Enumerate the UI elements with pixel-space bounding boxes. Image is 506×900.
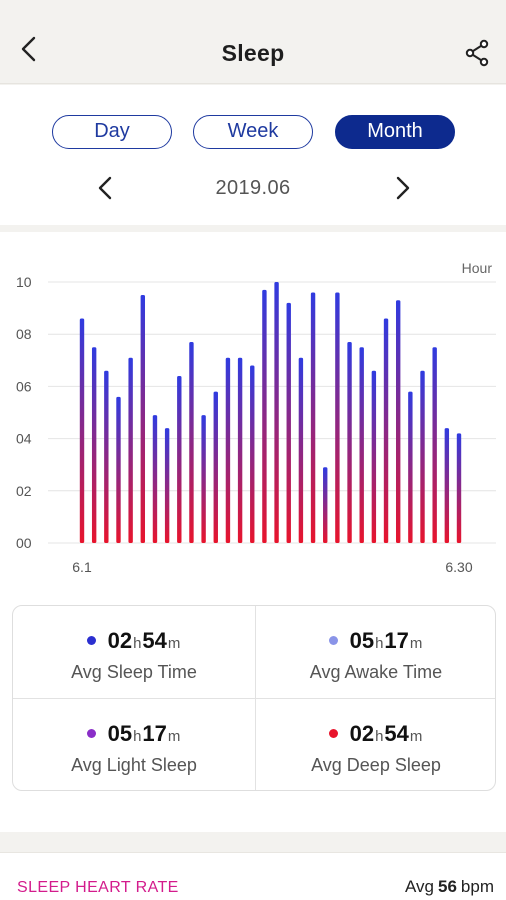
stat-label: Avg Sleep Time bbox=[71, 662, 197, 682]
y-tick-label: 06 bbox=[16, 378, 32, 394]
y-tick-label: 04 bbox=[16, 431, 32, 447]
stat-avg-light-sleep: 05h17m Avg Light Sleep bbox=[13, 699, 255, 791]
sleep-bar[interactable] bbox=[323, 467, 328, 543]
tab-week[interactable]: Week bbox=[193, 115, 313, 149]
stat-minutes: 54 bbox=[142, 628, 167, 653]
tab-day[interactable]: Day bbox=[52, 115, 172, 149]
range-selector: Day Week Month 2019.06 bbox=[0, 85, 506, 225]
sleep-bar[interactable] bbox=[140, 295, 146, 543]
stat-minutes: 54 bbox=[384, 721, 409, 746]
page-title: Sleep bbox=[221, 40, 285, 66]
sleep-bar[interactable] bbox=[371, 370, 377, 543]
prev-period-button[interactable] bbox=[93, 175, 119, 201]
chevron-left-icon[interactable] bbox=[14, 34, 44, 64]
top-bar: Sleep bbox=[0, 0, 506, 84]
y-tick-label: 00 bbox=[16, 535, 32, 551]
sleep-dot-icon bbox=[86, 636, 96, 645]
sleep-bar[interactable] bbox=[104, 370, 109, 543]
tab-month[interactable]: Month bbox=[335, 115, 455, 149]
sleep-bar[interactable] bbox=[420, 370, 425, 543]
sleep-bar-chart: 00 02 04 06 08 10 Hour 6.1 6.30 bbox=[16, 260, 496, 575]
sleep-bar[interactable] bbox=[456, 433, 462, 543]
stat-hours: 05 bbox=[107, 721, 133, 746]
y-unit-label: Hour bbox=[462, 260, 493, 276]
sleep-bar[interactable] bbox=[128, 357, 133, 543]
sleep-bar[interactable] bbox=[177, 375, 182, 543]
heart-rate-number: 56 bbox=[438, 877, 457, 896]
stat-label: Avg Light Sleep bbox=[71, 755, 197, 775]
stat-avg-deep-sleep: 02h54m Avg Deep Sleep bbox=[255, 699, 497, 791]
heart-rate-title: SLEEP HEART RATE bbox=[17, 879, 179, 896]
section-separator bbox=[0, 832, 506, 852]
sleep-bar[interactable] bbox=[347, 342, 352, 543]
stat-minutes: 17 bbox=[384, 628, 409, 653]
stat-avg-sleep-time: 02h54m Avg Sleep Time bbox=[13, 606, 255, 698]
deep-sleep-dot-icon bbox=[328, 729, 338, 738]
sleep-stats-grid: 02h54m Avg Sleep Time 05h17m Avg Awake T… bbox=[12, 605, 496, 791]
divider bbox=[13, 698, 495, 699]
sleep-bar[interactable] bbox=[383, 318, 389, 543]
sleep-bar[interactable] bbox=[152, 415, 158, 543]
sleep-bar[interactable] bbox=[286, 302, 291, 543]
sleep-heart-rate-row[interactable]: SLEEP HEART RATE Avg 56 bpm bbox=[0, 852, 506, 900]
sleep-bar[interactable] bbox=[116, 396, 121, 543]
sleep-bar[interactable] bbox=[274, 282, 279, 543]
sleep-bar[interactable] bbox=[189, 342, 194, 543]
sleep-bar[interactable] bbox=[359, 347, 364, 543]
sleep-bar[interactable] bbox=[298, 357, 304, 543]
awake-dot-icon bbox=[328, 636, 338, 645]
sleep-bar[interactable] bbox=[262, 289, 267, 543]
period-label: 2019.06 bbox=[215, 177, 291, 199]
heart-rate-value: Avg 56 bpm bbox=[405, 877, 494, 896]
share-icon[interactable] bbox=[462, 38, 492, 68]
stat-avg-awake-time: 05h17m Avg Awake Time bbox=[255, 606, 497, 698]
sleep-bar[interactable] bbox=[201, 415, 206, 543]
y-tick-label: 02 bbox=[16, 483, 32, 499]
sleep-bar[interactable] bbox=[213, 391, 218, 543]
sleep-bar[interactable] bbox=[79, 318, 85, 543]
y-tick-label: 08 bbox=[16, 326, 32, 342]
sleep-bar[interactable] bbox=[408, 391, 413, 543]
sleep-bar[interactable] bbox=[237, 357, 243, 543]
sleep-bar[interactable] bbox=[164, 428, 170, 543]
sleep-bar[interactable] bbox=[432, 347, 437, 543]
stat-hours: 05 bbox=[349, 628, 375, 653]
sleep-bar[interactable] bbox=[310, 292, 316, 543]
y-tick-label: 10 bbox=[16, 274, 32, 290]
x-tick-label: 6.30 bbox=[445, 559, 472, 575]
stat-hours: 02 bbox=[349, 721, 375, 746]
stat-label: Avg Awake Time bbox=[309, 662, 443, 682]
stat-hours: 02 bbox=[107, 628, 133, 653]
sleep-bar[interactable] bbox=[444, 428, 450, 543]
stat-minutes: 17 bbox=[142, 721, 167, 746]
next-period-button[interactable] bbox=[389, 175, 415, 201]
sleep-bar[interactable] bbox=[225, 357, 231, 543]
sleep-bar[interactable] bbox=[91, 347, 97, 543]
sleep-bar[interactable] bbox=[335, 292, 340, 543]
light-sleep-dot-icon bbox=[86, 729, 96, 738]
sleep-chart-panel: 00 02 04 06 08 10 Hour 6.1 6.30 02h54m Avg Sleep… bbox=[0, 232, 506, 832]
sleep-bar[interactable] bbox=[250, 365, 255, 543]
x-tick-label: 6.1 bbox=[72, 559, 92, 575]
stat-label: Avg Deep Sleep bbox=[311, 755, 441, 775]
sleep-bar[interactable] bbox=[395, 300, 401, 543]
